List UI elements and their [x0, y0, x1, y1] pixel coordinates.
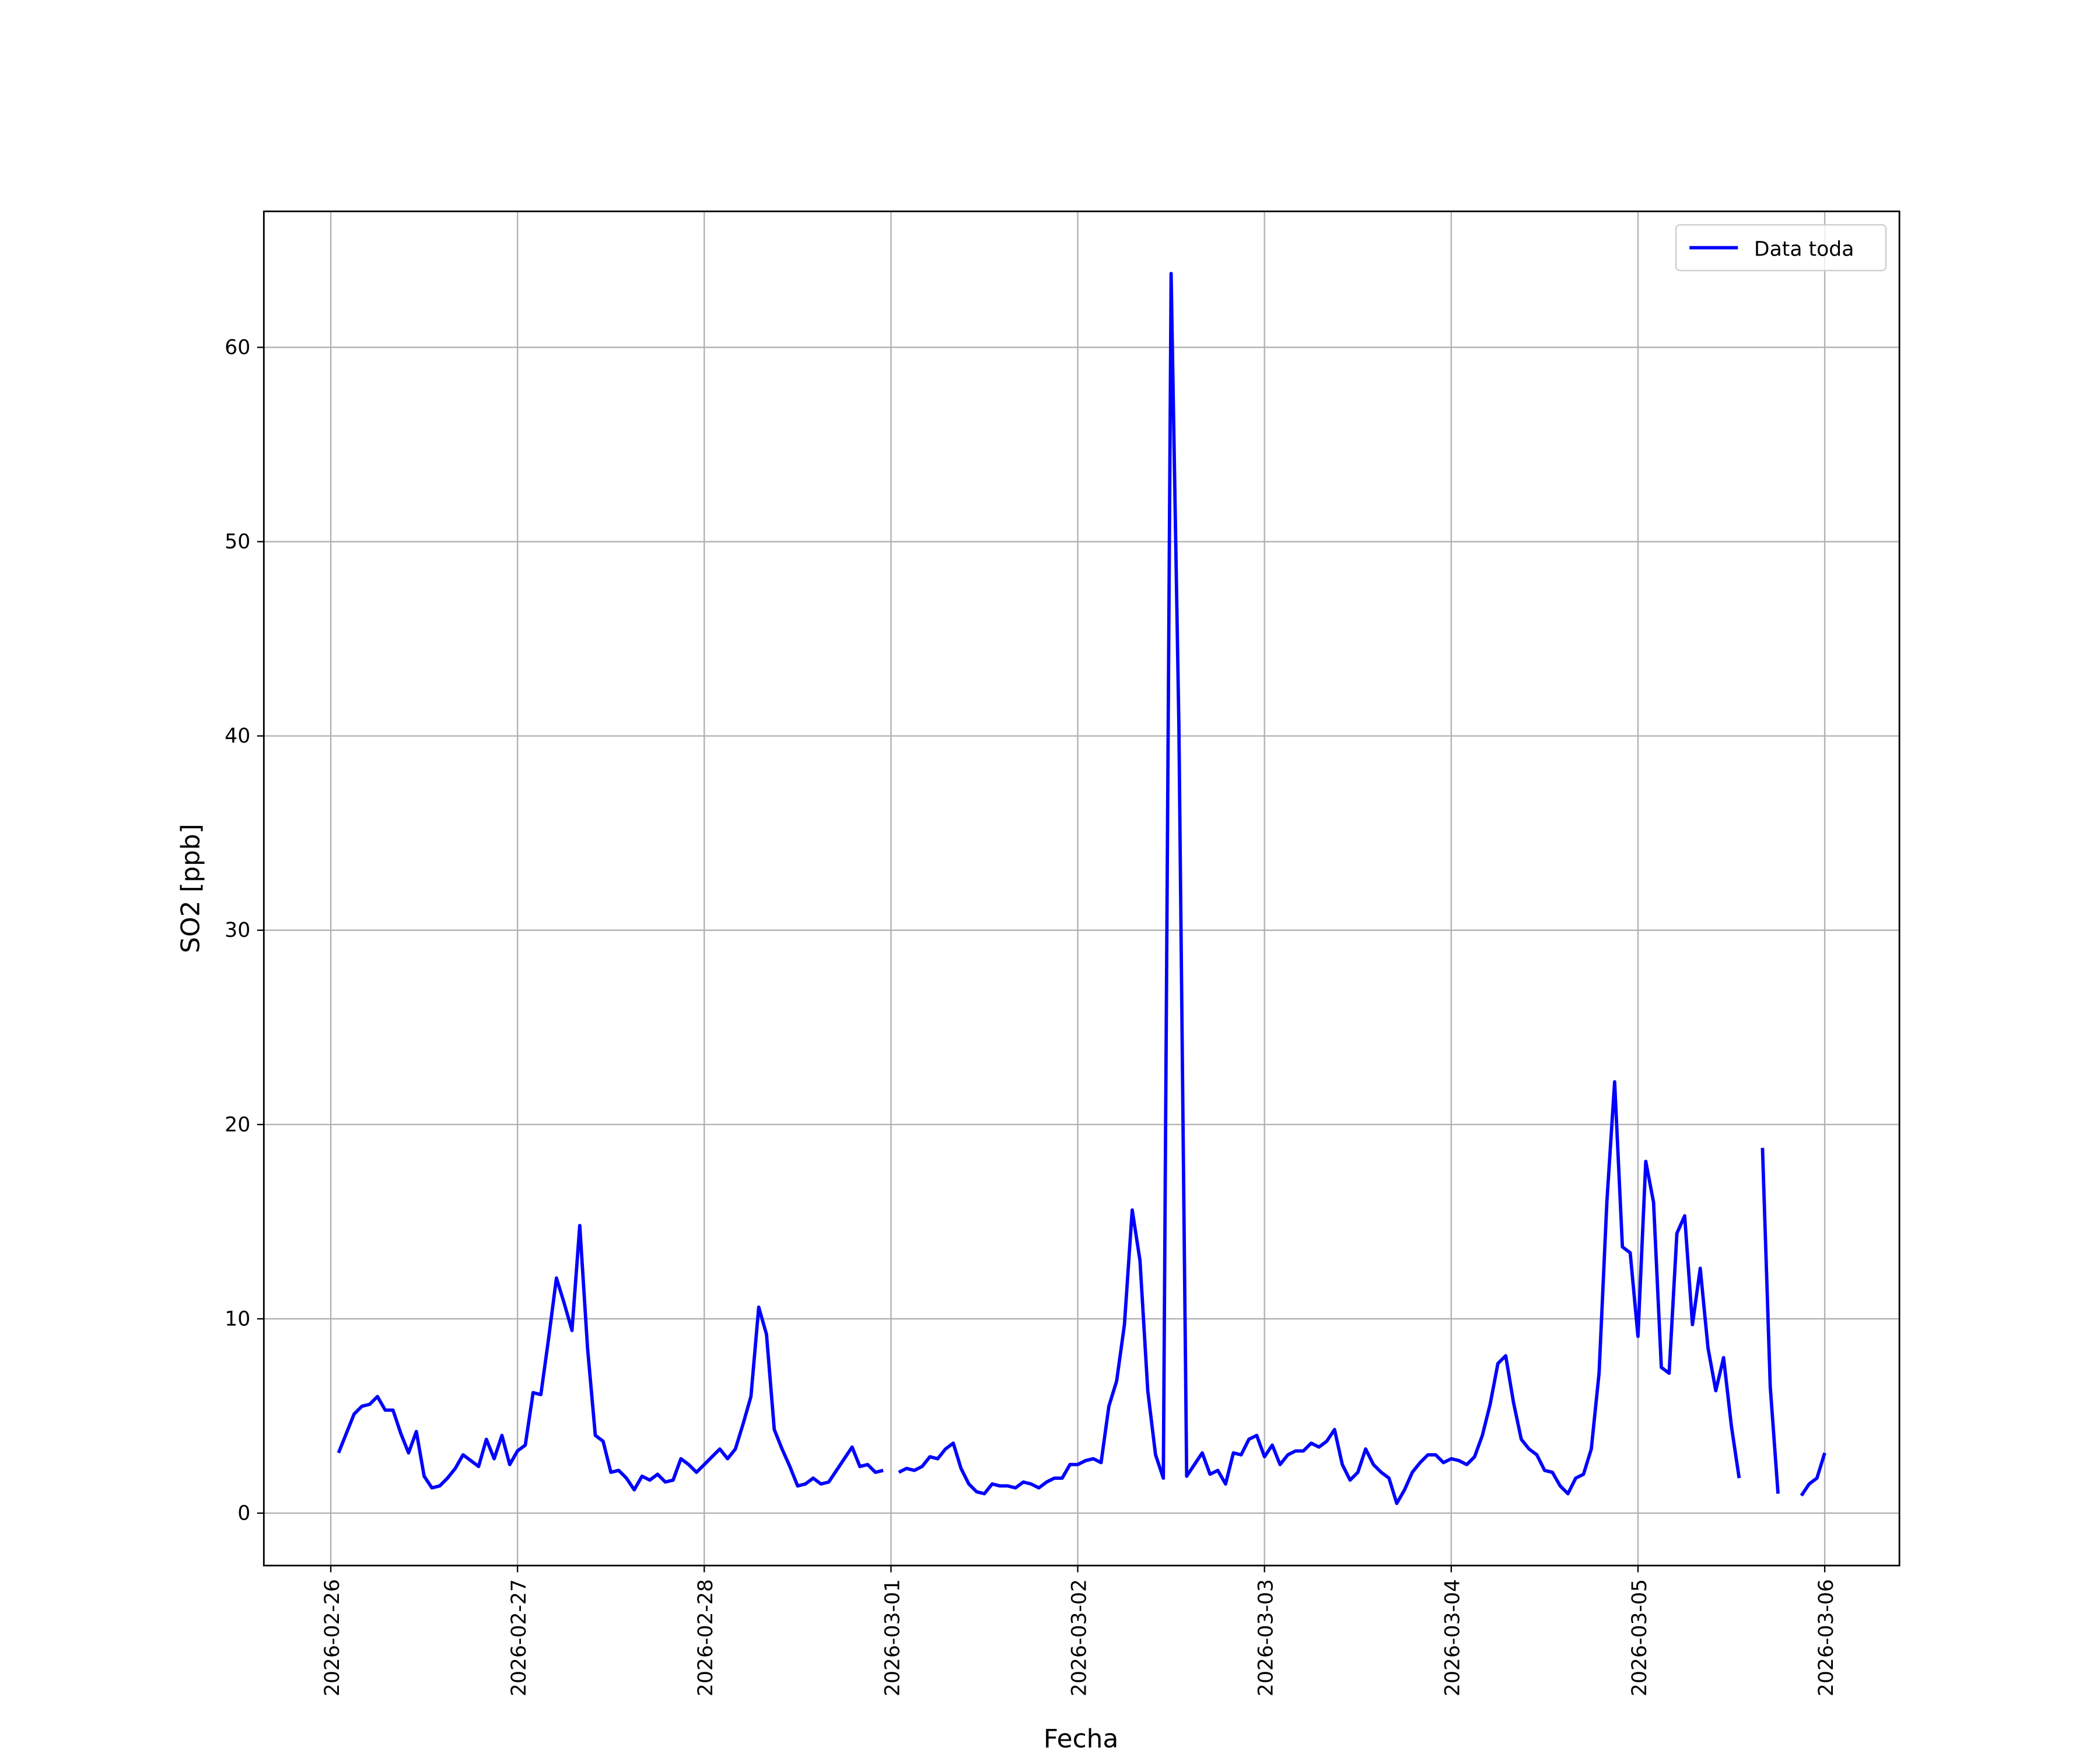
y-tick-label: 60 — [225, 336, 250, 359]
legend-label: Data toda — [1754, 237, 1854, 261]
data-line — [337, 272, 1826, 1506]
y-tick-label: 30 — [225, 919, 250, 942]
x-tick-label: 2026-03-05 — [1628, 1579, 1651, 1696]
x-tick-label: 2026-03-01 — [881, 1579, 904, 1696]
y-tick-label: 20 — [225, 1113, 250, 1136]
plot-frame — [262, 210, 1901, 1567]
x-tick-label: 2026-03-02 — [1068, 1579, 1091, 1696]
legend-box — [1675, 224, 1887, 271]
x-tick-label: 2026-02-27 — [508, 1579, 531, 1696]
x-tick-label: 2026-03-06 — [1815, 1579, 1838, 1696]
y-tick-label: 10 — [225, 1307, 250, 1331]
x-tick-label: 2026-02-26 — [321, 1579, 344, 1696]
y-tick-label: 50 — [225, 530, 250, 554]
x-tick-label: 2026-03-03 — [1255, 1579, 1278, 1696]
x-axis-label: Fecha — [1044, 1724, 1119, 1750]
y-axis-label: SO2 [ppb] — [176, 824, 206, 953]
x-tick-label: 2026-02-28 — [694, 1579, 718, 1696]
x-tick-label: 2026-03-04 — [1441, 1579, 1465, 1696]
y-tick-label: 0 — [237, 1502, 250, 1525]
y-tick-label: 40 — [225, 724, 250, 748]
